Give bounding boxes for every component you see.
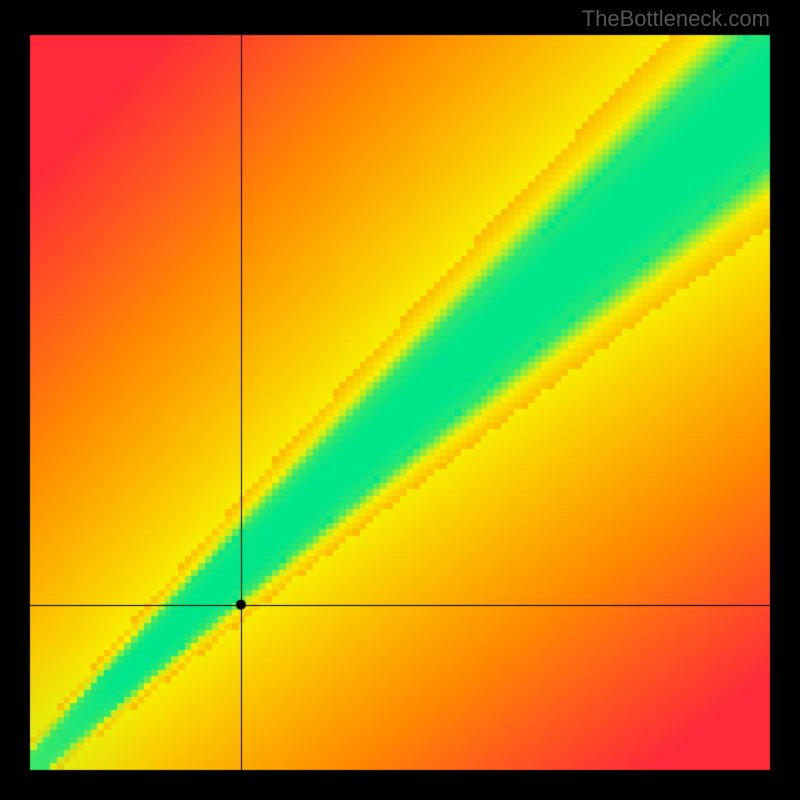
chart-container: TheBottleneck.com (0, 0, 800, 800)
bottleneck-heatmap (0, 0, 800, 800)
watermark-text: TheBottleneck.com (582, 6, 770, 32)
